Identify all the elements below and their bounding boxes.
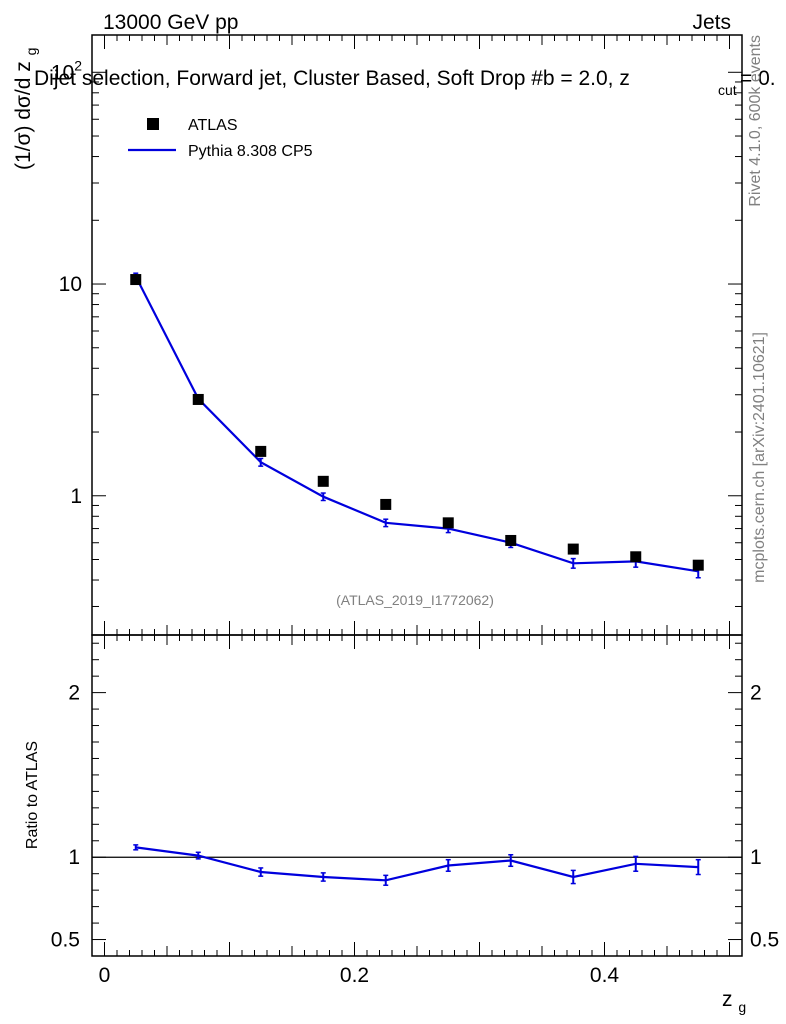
atlas-data-point: [380, 498, 392, 510]
x-tick-label: 0.2: [340, 964, 369, 987]
legend-atlas-marker: [147, 118, 159, 130]
ratio-y-tick-label-left: 1: [68, 846, 80, 869]
ratio-y-axis-label: Ratio to ATLAS: [24, 741, 41, 849]
ratio-data-layer: [92, 844, 742, 886]
rivet-label: Rivet 4.1.0, 600k events: [747, 35, 764, 207]
plot-title: Dijet selection, Forward jet, Cluster Ba…: [34, 67, 776, 98]
ratio-panel-frame: [91, 634, 743, 957]
legend: ATLAS Pythia 8.308 CP5: [128, 117, 313, 160]
atlas-data-point: [192, 393, 204, 405]
pythia-line: [134, 275, 699, 573]
atlas-data-point: [255, 445, 267, 457]
atlas-data-point: [692, 559, 704, 571]
main-y-axis-title-text: (1/σ) dσ/d z: [12, 61, 35, 170]
x-tick-label: 0: [99, 964, 111, 987]
atlas-data-point: [317, 475, 329, 487]
ratio-y-tick-label-right: 0.5: [750, 929, 779, 952]
x-tick-labels: 0 0.2 0.4: [99, 964, 620, 987]
main-y-axis-label: (1/σ) dσ/d z g: [12, 48, 39, 170]
legend-atlas-label: ATLAS: [188, 117, 238, 134]
x-axis-label-subscript: g: [738, 999, 746, 1015]
x-axis-label: z g: [722, 988, 746, 1015]
category-label: Jets: [692, 11, 731, 34]
atlas-data-point: [505, 534, 517, 546]
main-data-layer: [130, 272, 704, 579]
x-axis-label-text: z: [722, 988, 733, 1011]
plot-title-main: Dijet selection, Forward jet, Cluster Ba…: [34, 67, 630, 90]
mcplots-label: mcplots.cern.ch [arXiv:2401.10621]: [751, 332, 768, 583]
x-tick-label: 0.4: [590, 964, 620, 987]
atlas-data-point: [130, 274, 142, 286]
ratio-ticks: [92, 635, 742, 956]
energy-label: 13000 GeV pp: [103, 11, 238, 34]
plot-title-subscript: cut: [718, 82, 737, 98]
ratio-line: [135, 846, 699, 882]
ratio-y-tick-label-right: 2: [750, 682, 762, 705]
atlas-data-point: [442, 517, 454, 529]
ratio-y-tick-labels: 0.5 0.5 1 1 2 2: [51, 682, 779, 952]
analysis-watermark: (ATLAS_2019_I1772062): [336, 592, 494, 608]
atlas-data-point: [567, 543, 579, 555]
main-y-axis-title-subscript: g: [23, 48, 39, 56]
main-y-tick-label: 10: [59, 273, 82, 296]
atlas-data-point: [630, 551, 642, 563]
main-y-ticks: [92, 35, 742, 635]
main-y-tick-label-sup: 2: [74, 57, 82, 73]
ratio-y-tick-label-left: 0.5: [51, 929, 80, 952]
main-y-axis-title: (1/σ) dσ/d z g: [12, 48, 39, 170]
plot-title-tail: = 0.: [740, 67, 776, 90]
ratio-y-tick-label-right: 1: [750, 846, 762, 869]
legend-pythia-label: Pythia 8.308 CP5: [188, 143, 313, 160]
main-y-tick-label: 1: [70, 485, 82, 508]
ratio-y-tick-label-left: 2: [68, 682, 80, 705]
